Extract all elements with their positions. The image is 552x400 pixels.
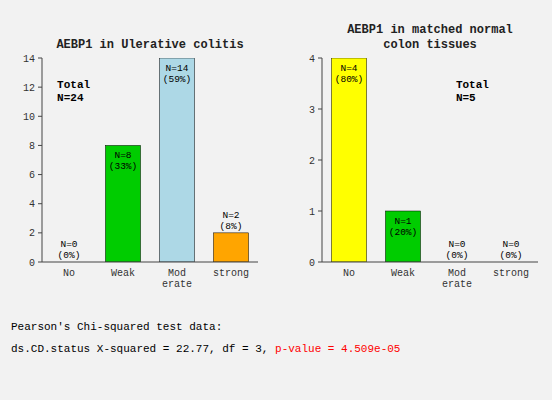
y-tick [38,262,42,263]
data-label: N=2(8%) [220,210,243,232]
footnote: Pearson's Chi-squared test data: [11,321,222,333]
data-label: N=0(0%) [446,239,469,261]
bar [159,58,194,262]
y-tick [38,145,42,146]
y-tick-label: 1 [309,207,315,218]
y-tick [38,87,42,88]
y-tick-label: 0 [29,258,35,269]
y-axis [42,58,43,262]
annotation: TotalN=24 [57,79,90,104]
footnote: p-value = 4.509e-05 [275,343,400,355]
y-tick-label: 4 [309,54,315,65]
y-tick [318,211,322,212]
x-tick-label: strong [493,268,529,279]
y-tick-label: 3 [309,105,315,116]
x-tick-label: Weak [391,268,415,279]
y-tick [38,174,42,175]
y-tick-label: 14 [23,54,35,65]
annotation: TotalN=5 [456,79,489,104]
y-tick-label: 0 [309,258,315,269]
data-label: N=4(80%) [335,63,364,85]
y-tick [318,262,322,263]
chart: AEBP1 in Ulerative colitis02468101214NoW… [0,0,552,400]
data-label: N=14(59%) [163,63,192,85]
y-tick-label: 2 [309,156,315,167]
bar [385,211,420,262]
bar [331,58,366,262]
panel: AEBP1 in Ulerative colitis 0 2 4 6 8 10 12 14 No W… [23,38,258,290]
y-tick-label: 10 [23,112,35,123]
bars [105,58,248,262]
footnote: ds.CD.status X-squared = 22.77, df = 3, [11,343,275,355]
data-label: N=0(0%) [500,239,523,261]
y-tick-label: 4 [29,199,35,210]
data-label: N=1(20%) [389,216,418,238]
y-tick [38,116,42,117]
title: AEBP1 in matched normalcolon tissues [347,23,513,52]
data-label: N=0(0%) [58,239,81,261]
y-tick [38,232,42,233]
background [0,0,552,400]
title: AEBP1 in Ulerative colitis [56,38,243,52]
y-tick [318,58,322,59]
y-tick [38,58,42,59]
y-tick [38,203,42,204]
x-axis [322,262,538,263]
y-axis [322,58,323,262]
x-tick-label: No [343,268,355,279]
y-tick-label: 12 [23,83,35,94]
x-tick-label: Moderate [162,268,192,290]
y-tick [318,160,322,161]
y-tick-label: 8 [29,141,35,152]
y-tick [318,109,322,110]
x-tick-label: Moderate [442,268,472,290]
bars [331,58,420,262]
x-tick-label: strong [213,268,249,279]
x-tick-label: No [63,268,75,279]
data-label: N=8(33%) [109,150,138,172]
bar [105,145,140,262]
y-tick-label: 2 [29,228,35,239]
x-axis [42,262,258,263]
x-tick-label: Weak [111,268,135,279]
bar [213,233,248,262]
panel: AEBP1 in matched normalcolon tissues 0 1 2 3… [309,23,538,290]
y-tick-label: 6 [29,170,35,181]
